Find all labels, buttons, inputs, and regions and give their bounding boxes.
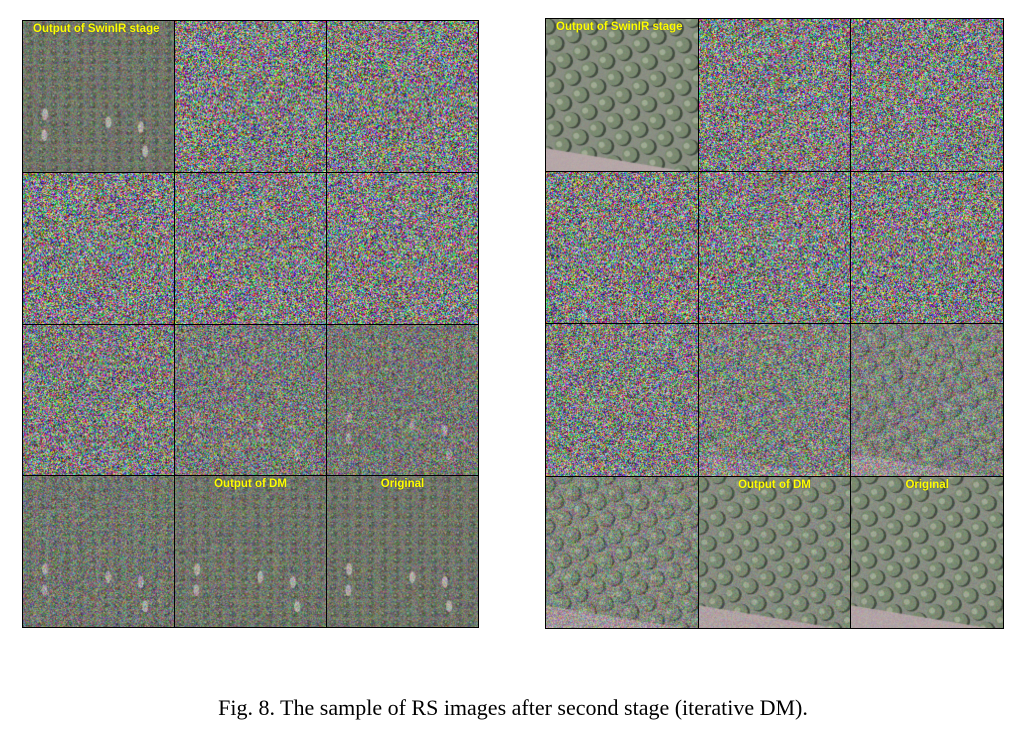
tile-image — [327, 21, 478, 172]
image-tile — [851, 324, 1003, 476]
image-tile: Output of SwinIR stage — [23, 21, 174, 172]
tile-image — [698, 476, 851, 628]
image-tile — [327, 21, 478, 172]
tile-label: Original — [905, 478, 949, 491]
image-tile — [546, 324, 698, 476]
tile-image — [23, 21, 174, 172]
tile-label: Output of SwinIR stage — [556, 21, 683, 33]
image-tile — [175, 21, 326, 172]
tile-image — [327, 324, 478, 476]
image-tile — [175, 172, 326, 324]
tile-image — [546, 324, 698, 476]
tile-image — [546, 19, 698, 171]
image-tile — [23, 476, 174, 627]
image-tile — [546, 476, 698, 628]
tile-image — [698, 171, 851, 323]
tile-image — [175, 476, 326, 627]
tile-image — [175, 324, 326, 476]
tile-image — [851, 324, 1003, 476]
image-tile: Output of SwinIR stage — [546, 19, 698, 171]
tile-image — [546, 476, 698, 628]
image-tile — [175, 324, 326, 476]
image-tile — [546, 171, 698, 323]
tile-image — [175, 172, 326, 324]
image-tile — [698, 324, 851, 476]
tile-image — [698, 324, 851, 476]
image-tile — [851, 19, 1003, 171]
tile-image — [851, 19, 1003, 171]
tile-image — [546, 171, 698, 323]
image-tile — [23, 324, 174, 476]
tile-label: Output of DM — [738, 478, 811, 491]
tile-image — [23, 476, 174, 627]
tile-image — [327, 476, 478, 627]
tile-label: Output of SwinIR stage — [33, 23, 160, 35]
tile-image — [851, 171, 1003, 323]
tile-image — [698, 19, 851, 171]
figure-panel-right: Output of SwinIR stage Output of DM Origin… — [545, 18, 1004, 629]
figure-panel-left: Output of SwinIR stage Output of DM Origin… — [22, 20, 479, 628]
tile-image — [327, 172, 478, 324]
image-tile — [698, 19, 851, 171]
tile-image — [23, 172, 174, 324]
image-tile — [698, 171, 851, 323]
image-tile: Original — [851, 476, 1003, 628]
image-tile — [851, 171, 1003, 323]
tile-image — [175, 21, 326, 172]
tile-label: Output of DM — [214, 478, 287, 491]
image-tile: Output of DM — [698, 476, 851, 628]
image-tile — [23, 172, 174, 324]
image-tile: Output of DM — [175, 476, 326, 627]
tile-label: Original — [380, 478, 425, 491]
image-tile — [327, 172, 478, 324]
image-tile: Original — [327, 476, 478, 627]
image-tile — [327, 324, 478, 476]
tile-image — [851, 476, 1003, 628]
figure-caption: Fig. 8. The sample of RS images after se… — [218, 695, 808, 720]
tile-image — [23, 324, 174, 476]
